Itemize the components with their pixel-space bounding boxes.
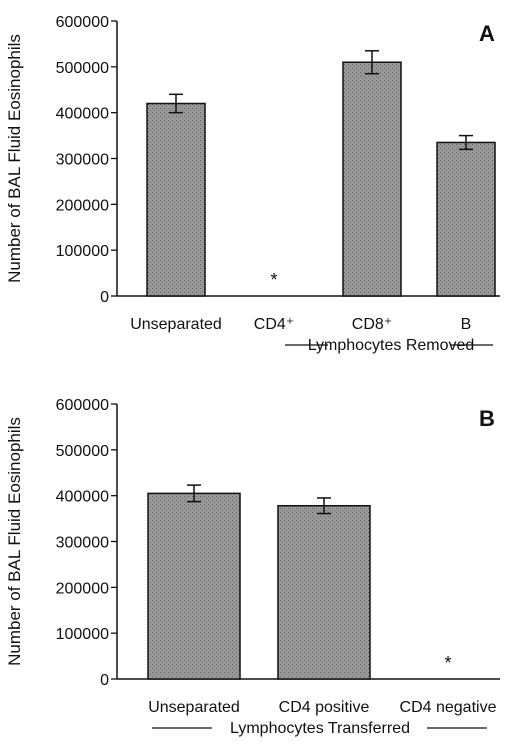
x-tick-label: Unseparated xyxy=(130,316,222,333)
y-tick-label: 500000 xyxy=(56,443,109,460)
y-tick-label: 0 xyxy=(100,289,109,306)
significance-marker: * xyxy=(270,270,277,290)
y-tick-label: 600000 xyxy=(56,397,109,414)
y-tick-label: 200000 xyxy=(56,197,109,214)
x-tick-label: Unseparated xyxy=(148,699,240,716)
y-axis-label: Number of BAL Fluid Eosinophils xyxy=(5,417,24,666)
x-tick-label: CD4 negative xyxy=(400,699,497,716)
bar xyxy=(277,505,371,680)
y-tick-label: 100000 xyxy=(56,626,109,643)
group-label: Lymphocytes Removed xyxy=(308,337,475,354)
group-label: Lymphocytes Transferred xyxy=(230,720,410,737)
bar xyxy=(436,141,496,297)
y-tick-label: 200000 xyxy=(56,580,109,597)
y-tick-label: 500000 xyxy=(56,60,109,77)
chart-panel-a: 0 100000 200000 300000 400000 500000 600000 Num… xyxy=(5,14,500,354)
significance-marker: * xyxy=(444,653,451,673)
x-tick-label: B xyxy=(461,316,472,333)
y-tick-label: 600000 xyxy=(56,14,109,31)
y-tick-label: 300000 xyxy=(56,152,109,169)
y-tick-label: 400000 xyxy=(56,106,109,123)
y-tick-label: 400000 xyxy=(56,489,109,506)
y-tick-label: 100000 xyxy=(56,243,109,260)
x-tick-label: CD8⁺ xyxy=(352,316,392,333)
panel-label: A xyxy=(479,21,495,46)
x-tick-label: CD4 positive xyxy=(279,699,370,716)
chart-panel-b: 0 100000 200000 300000 400000 500000 600000 Num… xyxy=(5,397,500,737)
y-tick-label: 0 xyxy=(100,672,109,689)
bar xyxy=(147,492,241,680)
x-tick-label: CD4⁺ xyxy=(254,316,294,333)
bar xyxy=(146,102,206,297)
y-tick-label: 300000 xyxy=(56,535,109,552)
bar xyxy=(342,61,402,297)
panel-label: B xyxy=(479,406,495,431)
y-axis-label: Number of BAL Fluid Eosinophils xyxy=(5,34,24,283)
